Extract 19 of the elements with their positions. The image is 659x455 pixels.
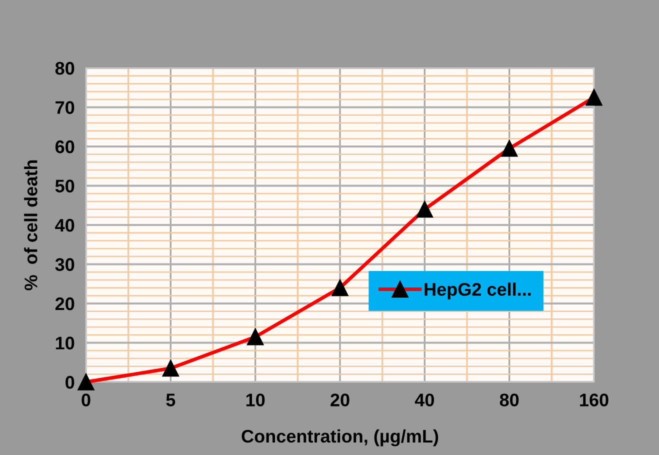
y-tick-label: 50 [55,180,74,192]
x-tick-label: 20 [330,394,350,406]
y-tick-label: 40 [55,218,74,232]
x-tick-label: 10 [246,394,265,406]
y-tick-label: 20 [55,297,74,310]
y-tick-label: 30 [55,258,74,271]
legend-label: HepG2 cell... [424,282,531,300]
y-tick-label: 80 [55,62,74,75]
y-axis-title: % of cell death [24,160,38,290]
y-tick-label: 10 [56,336,74,350]
y-tick-label: 0 [66,376,74,389]
x-tick-label: 160 [580,394,608,406]
x-tick-label: 0 [82,394,90,406]
x-axis-title: Concentration, (µg/mL) [242,429,438,446]
x-tick-label: 80 [500,394,519,406]
y-tick-label: 60 [55,140,74,154]
x-tick-label: 40 [414,394,434,406]
x-tick-label: 5 [166,394,176,406]
y-tick-label: 70 [56,101,74,114]
